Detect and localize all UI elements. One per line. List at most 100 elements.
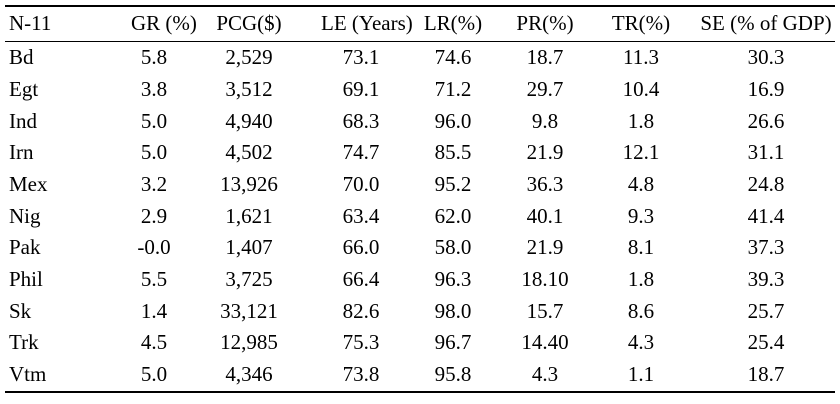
cell-trk-tr: 4.3 [627, 330, 655, 355]
cell-egt-n11: Egt [9, 76, 39, 101]
cell-sk-gr: 1.4 [140, 298, 168, 323]
header-row: N-11 GR (%) PCG($) LE (Years) LR(%) PR(%) TR(%… [5, 6, 835, 42]
cell-vtm-pr: 4.3 [531, 362, 559, 387]
cell-egt-gr: 3.8 [140, 76, 168, 101]
cell-mex-se: 24.8 [747, 172, 785, 197]
cell-bd-pcg: 2,529 [225, 45, 273, 70]
cell-ind-pr: 9.8 [531, 108, 559, 133]
cell-nig-pcg: 1,621 [225, 203, 273, 228]
cell-sk-lr: 98.0 [434, 298, 472, 323]
cell-egt-tr: 10.4 [622, 76, 660, 101]
cell-phil-se: 39.3 [747, 267, 785, 292]
n11-indicators-table: N-11 GR (%) PCG($) LE (Years) LR(%) PR(%) TR(%… [5, 5, 835, 393]
cell-sk-se: 25.7 [747, 298, 785, 323]
cell-sk-tr: 8.6 [627, 298, 655, 323]
table-row-bd: Bd 5.8 2,529 73.1 74.6 18.7 11.3 30.3 [5, 42, 835, 74]
cell-vtm-n11: Vtm [9, 362, 47, 387]
cell-sk-pr: 15.7 [526, 298, 564, 323]
cell-vtm-lr: 95.8 [434, 362, 472, 387]
cell-egt-le: 69.1 [342, 76, 380, 101]
table-row-trk: Trk 4.5 12,985 75.3 96.7 14.40 4.3 25.4 [5, 327, 835, 359]
table-row-ind: Ind 5.0 4,940 68.3 96.0 9.8 1.8 26.6 [5, 105, 835, 137]
column-header-le: LE (Years) [321, 6, 413, 42]
cell-bd-se: 30.3 [747, 45, 785, 70]
cell-ind-le: 68.3 [342, 108, 380, 133]
cell-trk-gr: 4.5 [140, 330, 168, 355]
table-row-irn: Irn 5.0 4,502 74.7 85.5 21.9 12.1 31.1 [5, 137, 835, 169]
cell-phil-lr: 96.3 [434, 267, 472, 292]
cell-mex-pcg: 13,926 [220, 172, 278, 197]
cell-nig-gr: 2.9 [140, 203, 168, 228]
cell-pak-lr: 58.0 [434, 235, 472, 260]
table-row-vtm: Vtm 5.0 4,346 73.8 95.8 4.3 1.1 18.7 [5, 359, 835, 392]
cell-nig-lr: 62.0 [434, 203, 472, 228]
cell-nig-n11: Nig [9, 203, 41, 228]
cell-mex-lr: 95.2 [434, 172, 472, 197]
cell-mex-n11: Mex [9, 172, 48, 197]
cell-egt-se: 16.9 [747, 76, 785, 101]
cell-bd-gr: 5.8 [140, 45, 168, 70]
table-row-phil: Phil 5.5 3,725 66.4 96.3 18.10 1.8 39.3 [5, 264, 835, 296]
cell-bd-n11: Bd [9, 45, 34, 70]
cell-ind-se: 26.6 [747, 108, 785, 133]
column-header-pr: PR(%) [505, 6, 585, 42]
table-row-mex: Mex 3.2 13,926 70.0 95.2 36.3 4.8 24.8 [5, 169, 835, 201]
column-header-lr: LR(%) [401, 6, 505, 42]
cell-irn-lr: 85.5 [434, 140, 472, 165]
cell-trk-se: 25.4 [747, 330, 785, 355]
table-row-pak: Pak -0.0 1,407 66.0 58.0 21.9 8.1 37.3 [5, 232, 835, 264]
cell-trk-le: 75.3 [342, 330, 380, 355]
cell-pak-n11: Pak [9, 235, 41, 260]
cell-ind-gr: 5.0 [140, 108, 168, 133]
cell-vtm-le: 73.8 [342, 362, 380, 387]
cell-phil-pcg: 3,725 [225, 267, 273, 292]
cell-bd-le: 73.1 [342, 45, 380, 70]
cell-vtm-se: 18.7 [747, 362, 785, 387]
cell-egt-pcg: 3,512 [225, 76, 273, 101]
table-body: Bd 5.8 2,529 73.1 74.6 18.7 11.3 30.3 Egt 3.8 3,51… [5, 42, 835, 392]
cell-vtm-tr: 1.1 [627, 362, 655, 387]
cell-mex-gr: 3.2 [140, 172, 168, 197]
cell-ind-lr: 96.0 [434, 108, 472, 133]
cell-phil-n11: Phil [9, 267, 43, 292]
cell-irn-pcg: 4,502 [225, 140, 273, 165]
cell-sk-n11: Sk [9, 298, 32, 323]
cell-bd-pr: 18.7 [526, 45, 564, 70]
cell-trk-pr: 14.40 [521, 330, 569, 355]
cell-egt-lr: 71.2 [434, 76, 472, 101]
cell-nig-le: 63.4 [342, 203, 380, 228]
cell-pak-pr: 21.9 [526, 235, 564, 260]
cell-trk-lr: 96.7 [434, 330, 472, 355]
cell-irn-tr: 12.1 [622, 140, 660, 165]
cell-mex-le: 70.0 [342, 172, 380, 197]
cell-irn-le: 74.7 [342, 140, 380, 165]
cell-egt-pr: 29.7 [526, 76, 564, 101]
cell-ind-n11: Ind [9, 108, 37, 133]
cell-irn-n11: Irn [9, 140, 34, 165]
cell-phil-gr: 5.5 [140, 267, 168, 292]
cell-irn-pr: 21.9 [526, 140, 564, 165]
cell-pak-pcg: 1,407 [225, 235, 273, 260]
cell-nig-pr: 40.1 [526, 203, 564, 228]
cell-pak-se: 37.3 [747, 235, 785, 260]
table-row-egt: Egt 3.8 3,512 69.1 71.2 29.7 10.4 16.9 [5, 74, 835, 106]
cell-nig-tr: 9.3 [627, 203, 655, 228]
cell-ind-pcg: 4,940 [225, 108, 273, 133]
cell-phil-pr: 18.10 [521, 267, 569, 292]
table-row-nig: Nig 2.9 1,621 63.4 62.0 40.1 9.3 41.4 [5, 200, 835, 232]
cell-ind-tr: 1.8 [627, 108, 655, 133]
column-header-pcg: PCG($) [177, 6, 321, 42]
cell-trk-pcg: 12,985 [220, 330, 278, 355]
cell-pak-tr: 8.1 [627, 235, 655, 260]
cell-vtm-gr: 5.0 [140, 362, 168, 387]
cell-mex-tr: 4.8 [627, 172, 655, 197]
cell-sk-le: 82.6 [342, 298, 380, 323]
cell-irn-se: 31.1 [747, 140, 785, 165]
column-header-n11: N-11 [5, 6, 131, 42]
cell-nig-se: 41.4 [747, 203, 785, 228]
column-header-gr: GR (%) [131, 6, 197, 42]
table-row-sk: Sk 1.4 33,121 82.6 98.0 15.7 8.6 25.7 [5, 296, 835, 328]
column-header-se: SE (% of GDP) [697, 6, 835, 42]
column-header-tr: TR(%) [585, 6, 697, 42]
